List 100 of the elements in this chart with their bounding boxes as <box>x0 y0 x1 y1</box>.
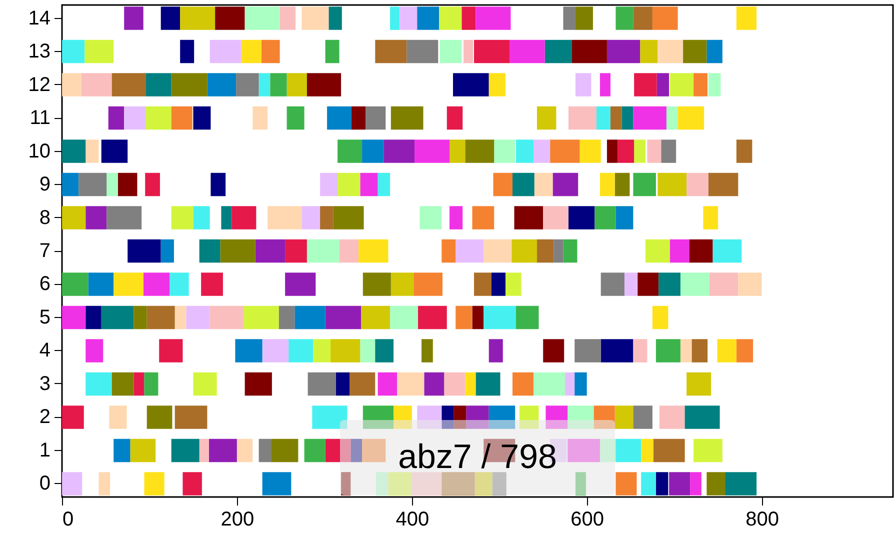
bar <box>689 239 713 263</box>
bar <box>568 438 600 462</box>
bar <box>616 472 637 496</box>
bar <box>717 339 736 362</box>
bar <box>106 172 118 196</box>
bar <box>706 472 726 496</box>
bar <box>360 339 376 362</box>
y-tick-label: 3 <box>39 372 50 395</box>
bar <box>493 172 512 196</box>
bar <box>616 6 634 30</box>
bar <box>106 206 142 230</box>
label-box: abz7 / 798 <box>340 420 615 495</box>
y-tick-label: 11 <box>30 107 50 130</box>
bar <box>472 306 484 330</box>
bar <box>78 172 107 196</box>
bar <box>464 40 474 64</box>
bar <box>465 140 494 163</box>
bar <box>362 406 394 429</box>
bar <box>320 206 334 230</box>
bar <box>450 206 463 230</box>
bar <box>678 106 704 130</box>
bar <box>325 438 351 462</box>
bar <box>112 372 134 396</box>
bar <box>146 306 175 330</box>
bar <box>388 472 412 496</box>
bar <box>221 206 232 230</box>
bar <box>144 372 158 396</box>
bar <box>232 206 256 230</box>
bar <box>180 40 194 64</box>
bar <box>594 206 616 230</box>
bar <box>600 272 624 296</box>
bar <box>375 40 407 64</box>
bar <box>624 272 638 296</box>
bar <box>270 73 287 96</box>
bar <box>378 172 390 196</box>
bar <box>261 40 280 64</box>
bar <box>62 140 86 163</box>
bar <box>210 306 244 330</box>
bar <box>358 239 388 263</box>
bar <box>692 339 708 362</box>
y-tick-label: 8 <box>39 206 50 229</box>
bar <box>174 406 208 429</box>
bar <box>118 172 138 196</box>
bar <box>574 339 601 362</box>
bar <box>302 206 320 230</box>
bar <box>666 106 678 130</box>
bar <box>62 306 86 330</box>
bar <box>616 206 634 230</box>
bar <box>634 140 646 163</box>
bar <box>533 372 565 396</box>
bar <box>456 239 484 263</box>
bar <box>712 239 742 263</box>
bar <box>114 438 130 462</box>
bar <box>170 272 189 296</box>
bar <box>708 172 738 196</box>
bar <box>286 73 307 96</box>
bar <box>606 140 618 163</box>
bar <box>193 372 217 396</box>
bar <box>62 472 82 496</box>
bar <box>442 406 454 429</box>
bar <box>341 472 351 496</box>
bar <box>397 372 424 396</box>
bar <box>62 73 82 96</box>
bar <box>446 106 463 130</box>
bar <box>600 438 616 462</box>
bar <box>694 73 708 96</box>
bar <box>384 140 415 163</box>
bar <box>366 106 386 130</box>
bar <box>568 206 595 230</box>
bar <box>210 40 242 64</box>
bar <box>244 372 272 396</box>
bar <box>476 6 511 30</box>
bar <box>350 438 362 462</box>
bar <box>350 372 376 396</box>
bar <box>680 272 710 296</box>
bar <box>134 372 144 396</box>
bar <box>514 206 544 230</box>
bar <box>338 140 362 163</box>
bar <box>505 272 522 296</box>
bar <box>294 306 326 330</box>
bar <box>647 140 662 163</box>
bar <box>669 472 690 496</box>
bar <box>600 339 634 362</box>
bar <box>575 6 593 30</box>
bar <box>638 272 659 296</box>
bar <box>114 272 144 296</box>
bar <box>442 472 475 496</box>
bar <box>641 472 656 496</box>
bar <box>199 239 220 263</box>
bar <box>492 472 506 496</box>
bar <box>491 272 506 296</box>
bar <box>255 239 286 263</box>
bar <box>670 73 694 96</box>
bar <box>109 406 127 429</box>
bar <box>146 106 172 130</box>
bar <box>706 40 722 64</box>
bar <box>171 206 194 230</box>
bar <box>536 106 556 130</box>
bar <box>686 172 708 196</box>
bar <box>454 406 466 429</box>
